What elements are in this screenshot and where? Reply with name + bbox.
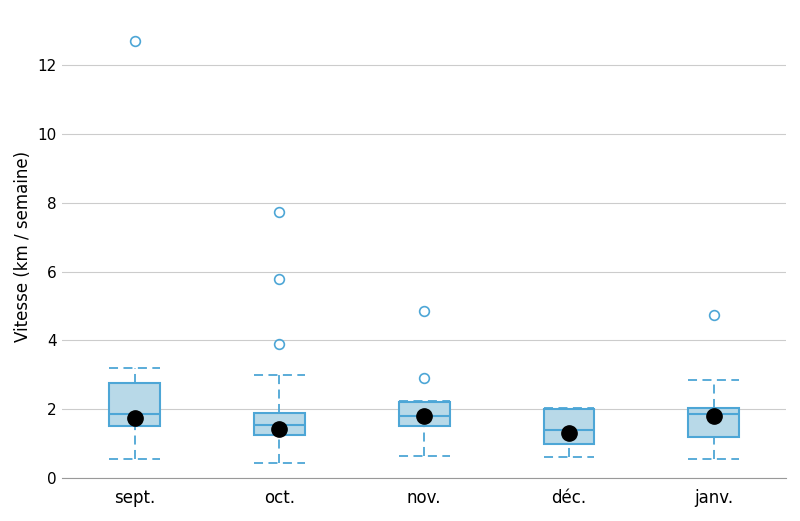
Bar — [688, 407, 739, 437]
Bar — [254, 413, 305, 435]
Bar — [110, 383, 160, 426]
Bar — [399, 402, 450, 426]
Bar — [544, 409, 594, 443]
Y-axis label: Vitesse (km / semaine): Vitesse (km / semaine) — [14, 151, 32, 341]
